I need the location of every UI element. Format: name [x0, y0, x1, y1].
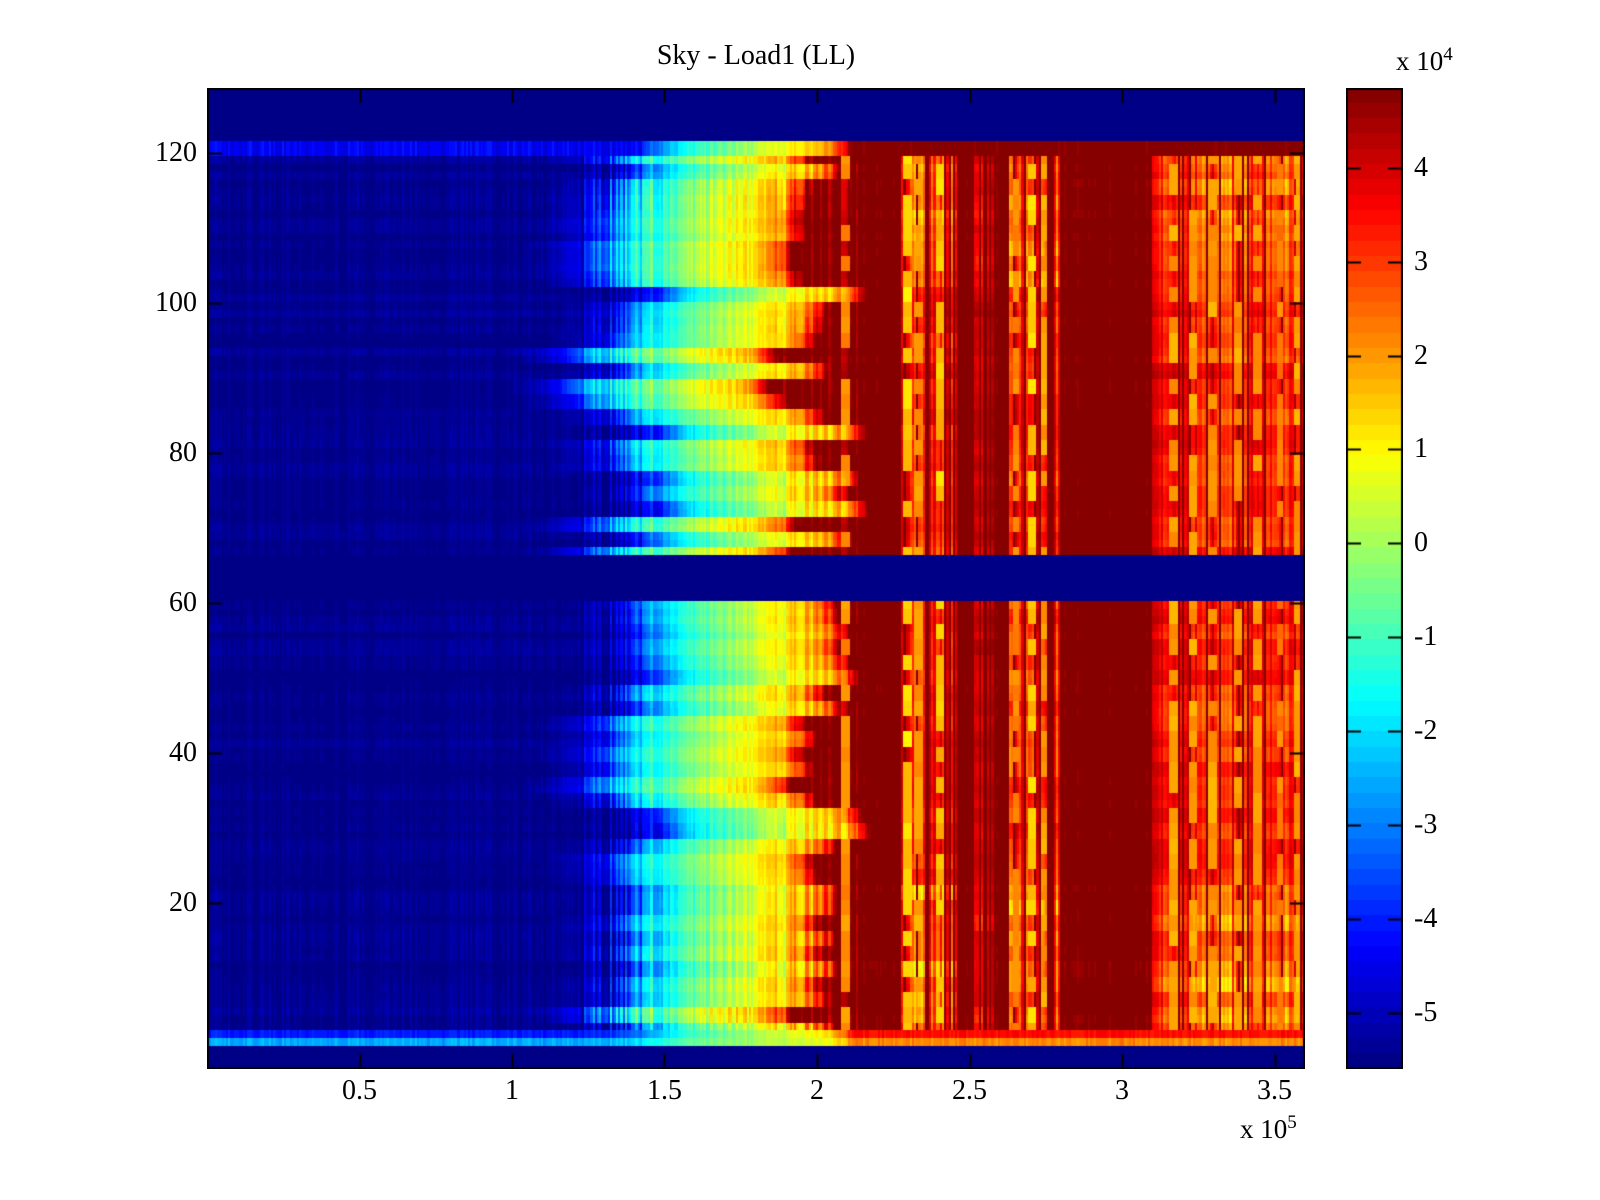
y-tick-label: 120 [155, 137, 197, 169]
colorbar-tick-label: -4 [1414, 902, 1438, 934]
x-tick-label: 1.5 [647, 1075, 682, 1106]
y-tick-label: 20 [169, 887, 197, 919]
x-scale-prefix: x 10 [1240, 1114, 1288, 1144]
colorbar-tick-label: 2 [1414, 339, 1428, 371]
x-tick-label: 3 [1115, 1075, 1129, 1106]
colorbar-tick-label: 3 [1414, 245, 1428, 277]
colorbar-tick-label: -5 [1414, 996, 1438, 1028]
colorbar-tick-label: 4 [1414, 151, 1428, 183]
colorbar-scale-label: x 104 [1396, 44, 1453, 77]
colorbar-tick-label: -1 [1414, 621, 1438, 653]
y-tick-label: 60 [169, 587, 197, 619]
colorbar-canvas [1346, 88, 1403, 1069]
plot-title: Sky - Load1 (LL) [656, 40, 856, 71]
x-tick-label: 3.5 [1257, 1075, 1292, 1106]
colorbar-tick-label: -2 [1414, 715, 1438, 747]
colorbar-tick-label: 0 [1414, 527, 1428, 559]
x-tick-label: 2 [810, 1075, 824, 1106]
colorbar-tick-label: -3 [1414, 808, 1438, 840]
x-tick-label: 1 [505, 1075, 519, 1106]
heatmap-canvas [207, 88, 1305, 1069]
y-tick-label: 80 [169, 437, 197, 469]
x-tick-label: 2.5 [952, 1075, 987, 1106]
y-tick-label: 40 [169, 737, 197, 769]
colorbar-tick-label: 1 [1414, 433, 1428, 465]
x-scale-exponent: 5 [1287, 1112, 1297, 1133]
x-tick-label: 0.5 [342, 1075, 377, 1106]
colorbar-scale-prefix: x 10 [1396, 46, 1444, 76]
y-tick-label: 100 [155, 287, 197, 319]
colorbar-scale-exponent: 4 [1443, 44, 1453, 65]
x-axis-scale-label: x 105 [1240, 1112, 1297, 1145]
